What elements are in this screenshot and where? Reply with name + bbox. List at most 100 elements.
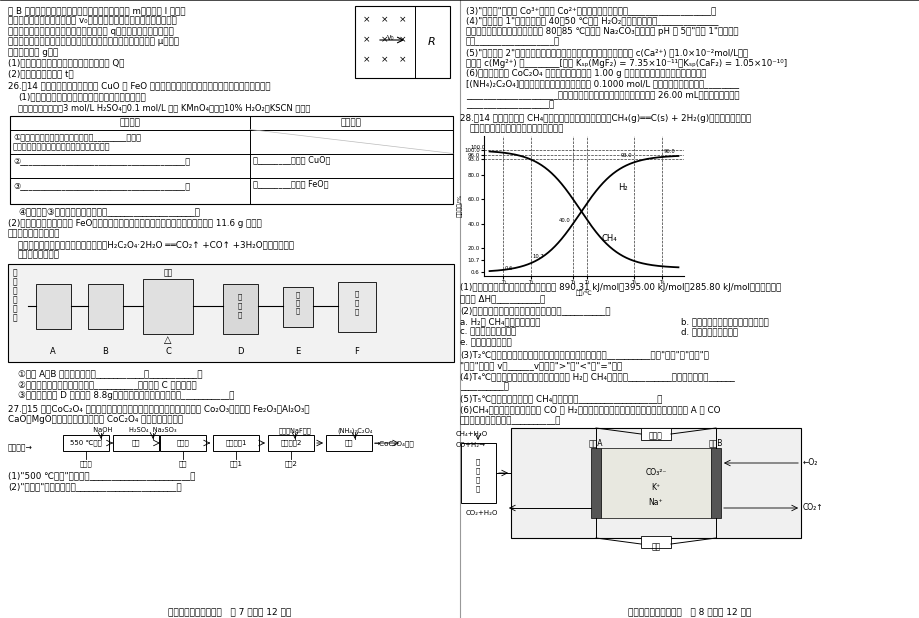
Text: 0.6: 0.6 <box>505 266 513 271</box>
Text: (2)"浸出液"的主要成分是_______________________。: (2)"浸出液"的主要成分是_______________________。 <box>8 482 182 491</box>
Text: 用电器: 用电器 <box>649 431 663 440</box>
Text: 各气体体积分数与温度的关系如图所示：: 各气体体积分数与温度的关系如图所示： <box>470 124 564 133</box>
Text: ②________________________________________。: ②_______________________________________… <box>13 158 190 166</box>
Bar <box>10 116 452 203</box>
Bar <box>460 443 495 503</box>
Text: 灰: 灰 <box>238 311 242 318</box>
Text: H₂SO₄  Na₂SO₃: H₂SO₄ Na₂SO₃ <box>129 427 176 433</box>
Text: D: D <box>236 347 243 357</box>
Text: 碱: 碱 <box>238 294 242 300</box>
Text: 操作步骤: 操作步骤 <box>119 118 141 127</box>
Text: 重: 重 <box>475 476 480 483</box>
Text: K⁺: K⁺ <box>651 483 660 492</box>
Text: ③实验前后称得 D 装置增重 8.8g，则此铁红中铁的质量分数是___________。: ③实验前后称得 D 装置增重 8.8g，则此铁红中铁的质量分数是________… <box>18 391 234 400</box>
Text: NaOH: NaOH <box>89 427 112 433</box>
Text: C: C <box>165 347 171 357</box>
Text: 27.（15 分）CoC₂O₄ 是制备金属钴的原料。利用含钴废料（主要成分为 Co₂O₃，含少量 Fe₂O₃，Al₂O₃、: 27.（15 分）CoC₂O₄ 是制备金属钴的原料。利用含钴废料（主要成分为 C… <box>8 405 310 413</box>
Text: 化: 化 <box>475 467 480 473</box>
Text: CO₂↑: CO₂↑ <box>802 503 823 512</box>
Text: c. 混合气体的密度不变: c. 混合气体的密度不变 <box>460 328 516 336</box>
Text: 生: 生 <box>13 295 17 305</box>
Bar <box>590 448 600 518</box>
Text: ×: × <box>363 35 370 44</box>
Text: 废水: 废水 <box>651 542 660 551</box>
Text: 预期现象: 预期现象 <box>340 118 361 127</box>
Text: 净化除杂2: 净化除杂2 <box>280 439 301 446</box>
Text: 若________则含有 CuO。: 若________则含有 CuO。 <box>253 156 330 164</box>
Text: 铁红: 铁红 <box>164 268 173 277</box>
Text: 碱: 碱 <box>296 292 300 298</box>
Text: 不计，二者始终保持垂直且接触良好，二者之间的动摩擦因数为 μ，重力: 不计，二者始终保持垂直且接触良好，二者之间的动摩擦因数为 μ，重力 <box>8 38 179 46</box>
Text: 参与电极反应方程式为__________。: 参与电极反应方程式为__________。 <box>460 416 561 425</box>
Text: 沉钴: 沉钴 <box>345 439 353 446</box>
X-axis label: 温度/℃: 温度/℃ <box>575 290 592 296</box>
Text: 振荡，将所得澄清的溶液分装在两支试管中。: 振荡，将所得澄清的溶液分装在两支试管中。 <box>13 143 110 151</box>
Text: A: A <box>50 347 56 357</box>
Text: 反应热 ΔH＝__________。: 反应热 ΔH＝__________。 <box>460 294 545 303</box>
Text: 10.7: 10.7 <box>532 254 544 259</box>
Text: R: R <box>427 37 436 47</box>
Text: 滤液1: 滤液1 <box>229 460 243 467</box>
Text: ×: × <box>399 15 406 25</box>
Text: (1)请写出实验步骤、预期现象、对应的离子方程式。: (1)请写出实验步骤、预期现象、对应的离子方程式。 <box>18 93 146 101</box>
Text: v₀: v₀ <box>387 33 394 42</box>
Text: 加速度大小为 g。求: 加速度大小为 g。求 <box>8 48 58 57</box>
Text: (2)下列能说明反应一定达到平衡状态的是__________。: (2)下列能说明反应一定达到平衡状态的是__________。 <box>460 306 610 315</box>
Text: 发: 发 <box>13 287 17 295</box>
Bar <box>641 428 670 440</box>
Text: (6)CH₄能通过催化重整转化为 CO 和 H₂，下图是一种熔融碳酸盐燃料电池示意图，电极 A 上 CO: (6)CH₄能通过催化重整转化为 CO 和 H₂，下图是一种熔融碳酸盐燃料电池示… <box>460 405 720 415</box>
Text: 体: 体 <box>13 277 17 287</box>
Bar <box>8 263 453 362</box>
Bar <box>267 435 313 451</box>
Text: 残渣: 残渣 <box>178 460 187 467</box>
Text: 气: 气 <box>13 268 17 277</box>
Bar <box>62 435 108 451</box>
Text: F: F <box>354 347 359 357</box>
Text: ①取少量样品于试管中，加入足量的________，充分: ①取少量样品于试管中，加入足量的________，充分 <box>13 132 141 142</box>
Bar <box>600 448 710 518</box>
Text: (5)"净化除杂 2"可将钙、镁离子转化为沉淀过滤除去，若所得滤液中 c(Ca²⁺) ＝1.0×10⁻²mol/L，则: (5)"净化除杂 2"可将钙、镁离子转化为沉淀过滤除去，若所得滤液中 c(Ca²… <box>466 48 747 57</box>
Text: 涂料进行了如下实验。: 涂料进行了如下实验。 <box>8 229 61 238</box>
Text: CH₄+H₂O: CH₄+H₂O <box>456 431 488 437</box>
Text: 整: 整 <box>475 485 480 491</box>
Text: d. 气体总压强不再变化: d. 气体总压强不再变化 <box>680 328 737 336</box>
Bar <box>710 448 720 518</box>
Text: ×: × <box>399 35 406 44</box>
Text: 96.0: 96.0 <box>663 149 675 154</box>
Text: 灰: 灰 <box>296 308 300 314</box>
Bar <box>510 428 800 538</box>
Text: 净化除杂1: 净化除杂1 <box>225 439 246 446</box>
Text: (3)"钴浸出"过程中 Co³⁺转化为 Co²⁺，反应的离子方程式为___________________。: (3)"钴浸出"过程中 Co³⁺转化为 Co²⁺，反应的离子方程式为______… <box>466 6 716 15</box>
Text: (5)T₅℃时，反应达平衡后 CH₄的转化率为__________________。: (5)T₅℃时，反应达平衡后 CH₄的转化率为_________________… <box>460 394 662 404</box>
Text: 含钴废料→: 含钴废料→ <box>8 443 33 452</box>
Text: (4)T₄℃时，若在平衡体系中充入等体积的 H₂和 CH₄，则平衡__________移动，其理由是______: (4)T₄℃时，若在平衡体系中充入等体积的 H₂和 CH₄，则平衡_______… <box>460 372 734 381</box>
Text: 装: 装 <box>13 305 17 313</box>
Text: CO+H₂→: CO+H₂→ <box>456 442 485 448</box>
Text: ___________________。: ___________________。 <box>466 101 553 109</box>
Text: (NH₄)₂C₂O₄: (NH₄)₂C₂O₄ <box>337 427 372 433</box>
Text: CO₃²⁻: CO₃²⁻ <box>644 468 666 477</box>
Bar <box>641 536 670 548</box>
Text: (1)金属杆运动的整个过程中产生的焦耳热 Q；: (1)金属杆运动的整个过程中产生的焦耳热 Q； <box>8 59 124 67</box>
Text: ④操作步骤③中反应的离子方程式为____________________。: ④操作步骤③中反应的离子方程式为____________________。 <box>18 208 199 216</box>
Bar <box>160 435 206 451</box>
Text: H₂: H₂ <box>618 182 627 192</box>
Text: △: △ <box>165 336 172 345</box>
Y-axis label: 体积分数/%: 体积分数/% <box>457 194 462 217</box>
Text: 28.（14 分）一定量的 CH₄在恒压密闭容器中发生反应：CH₄(g)══C(s) + 2H₂(g)。平衡时，体系中: 28.（14 分）一定量的 CH₄在恒压密闭容器中发生反应：CH₄(g)══C(… <box>460 114 751 123</box>
Text: ×: × <box>380 15 389 25</box>
Text: ×: × <box>399 56 406 64</box>
Text: 为 B 的匀强磁场垂直于导轨平面竖直向下，质量为 m，长度为 l 的金属: 为 B 的匀强磁场垂直于导轨平面竖直向下，质量为 m，长度为 l 的金属 <box>8 6 186 15</box>
Text: 皂: 皂 <box>355 300 358 306</box>
Text: 液: 液 <box>355 308 358 315</box>
Text: (1)"500 ℃焙烧"的目的是_______________________。: (1)"500 ℃焙烧"的目的是_______________________。 <box>8 471 196 480</box>
Text: (4)"净化除杂 1"过程中，需在 40～50 ℃加入 H₂O₂溶液，其目的是______________: (4)"净化除杂 1"过程中，需在 40～50 ℃加入 H₂O₂溶液，其目的是_… <box>466 17 718 25</box>
Text: 硫浸出: 硫浸出 <box>176 439 189 446</box>
Text: 滤液中 c(Mg²⁺) 为________[已知 Kₛₚ(MgF₂) = 7.35×10⁻¹¹，Kₛₚ(CaF₂) = 1.05×10⁻¹⁰]: 滤液中 c(Mg²⁺) 为________[已知 Kₛₚ(MgF₂) = 7.3… <box>466 59 787 67</box>
Text: 置: 置 <box>13 313 17 323</box>
Text: 所用试剂均过量。: 所用试剂均过量。 <box>18 250 60 260</box>
Bar <box>283 287 312 326</box>
Text: (6)为测定制得的 CoC₂O₄ 产品的纯度，现称取 1.00 g 样品，将其用适当试剂转化为草酸铵: (6)为测定制得的 CoC₂O₄ 产品的纯度，现称取 1.00 g 样品，将其用… <box>466 69 706 78</box>
Text: 石: 石 <box>296 300 300 306</box>
Text: ←O₂: ←O₂ <box>802 458 818 467</box>
